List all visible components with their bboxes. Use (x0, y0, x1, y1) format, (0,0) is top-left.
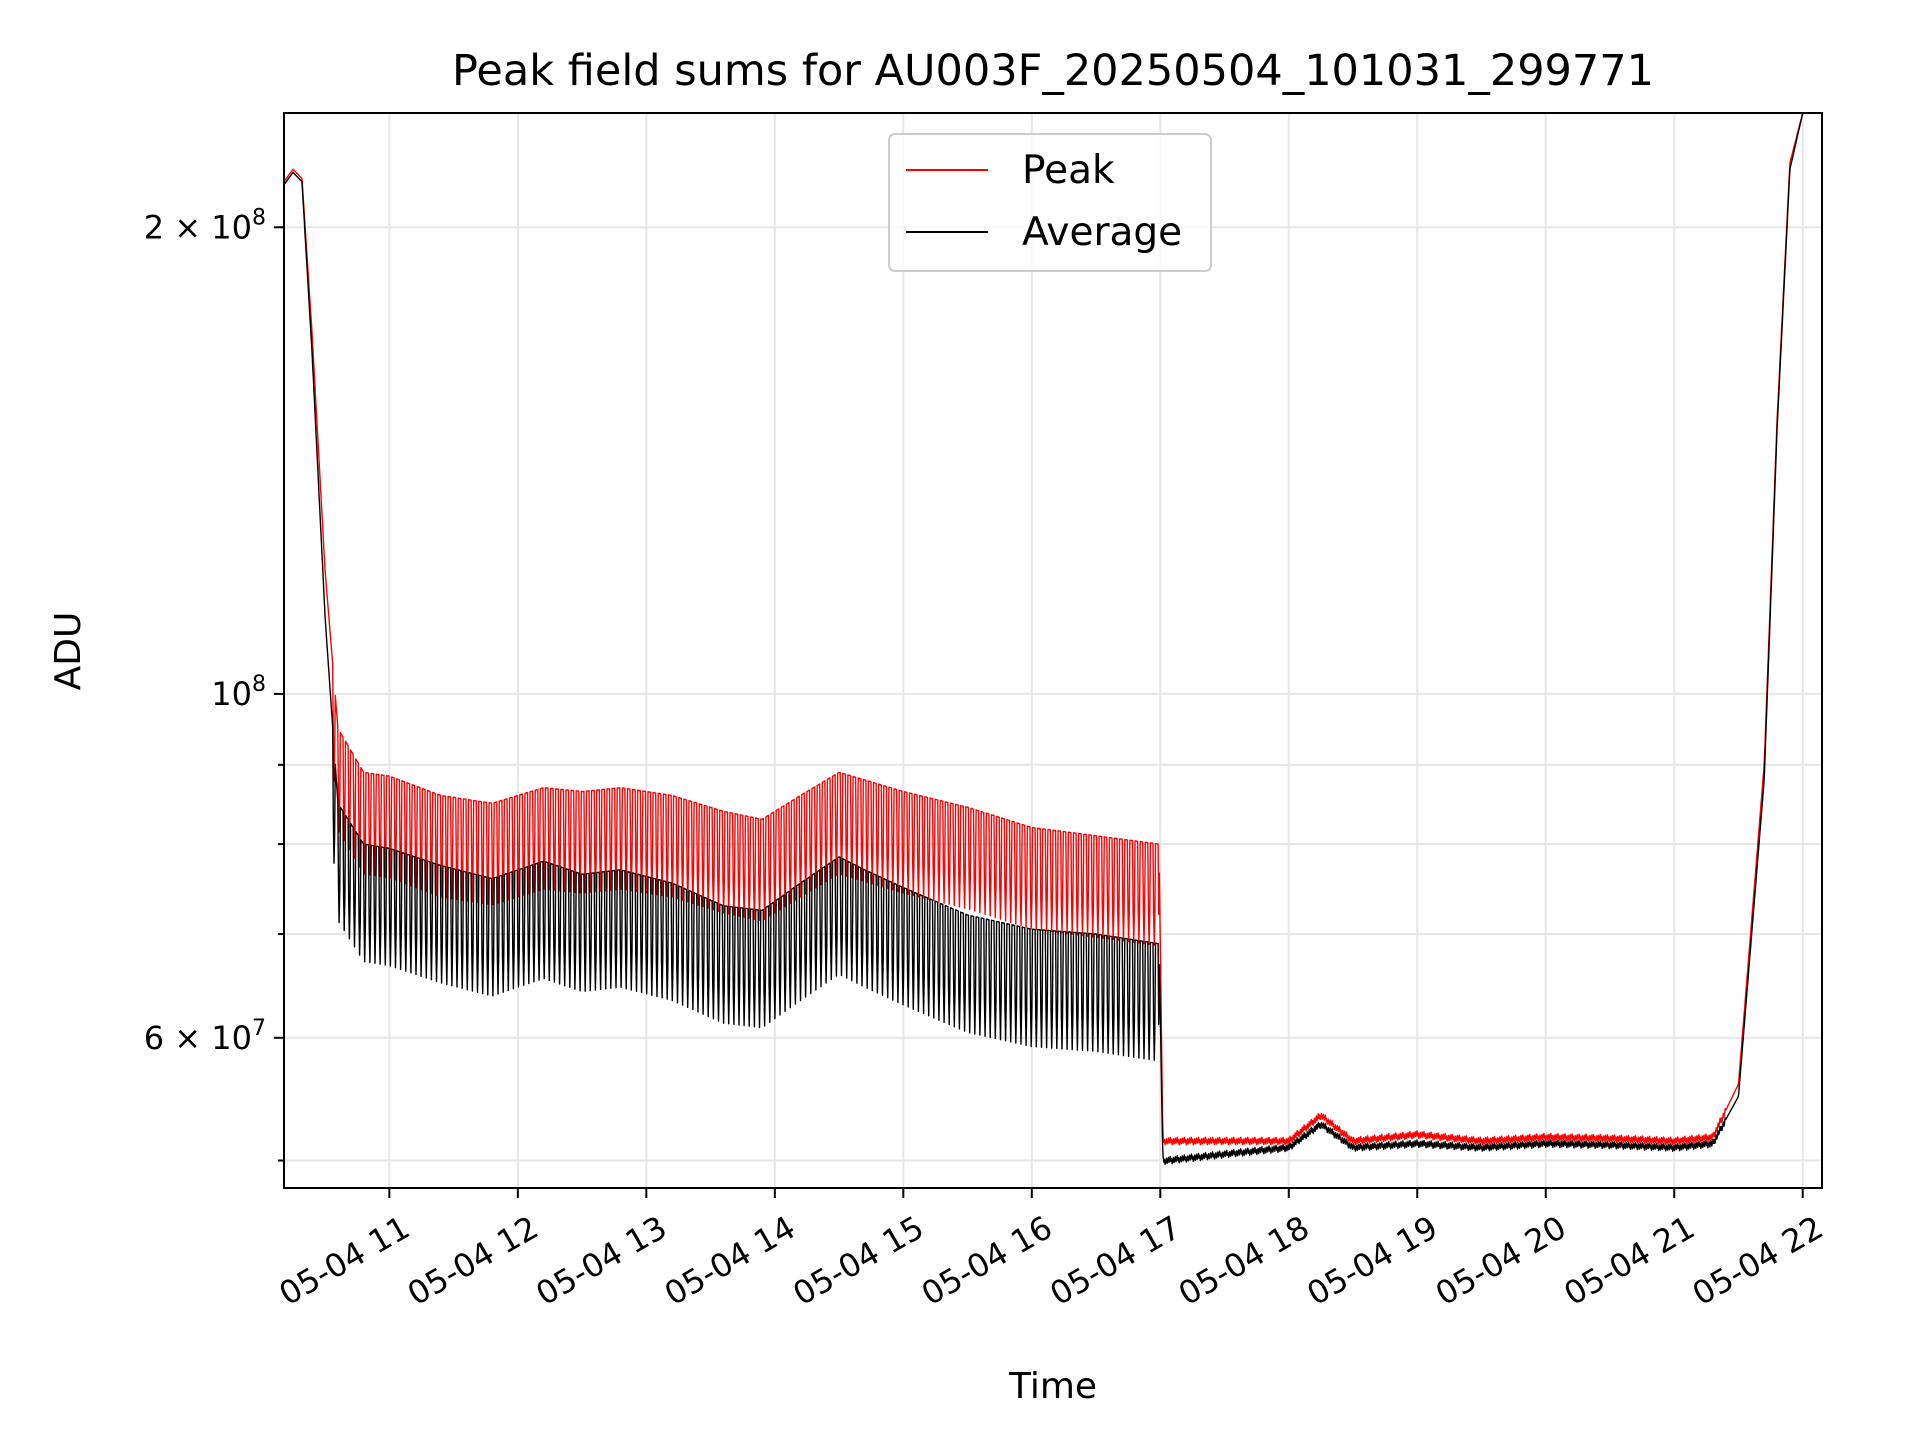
series-layer (283, 112, 1823, 1166)
y-tick-exponent: 7 (252, 1016, 266, 1041)
y-axis-label: ADU (48, 612, 89, 691)
plot-frame (283, 112, 1823, 1189)
average-series-line (283, 112, 1823, 1166)
y-tick-mantissa: 2 × 10 (144, 208, 252, 246)
y-tick-label: 108 (211, 672, 266, 713)
y-tick-label: 6 × 107 (144, 1016, 266, 1057)
y-tick-label: 2 × 108 (144, 205, 266, 246)
peak-series-line (283, 112, 1823, 1146)
legend-peak-label: Peak (1022, 148, 1115, 193)
legend: Peak Average (888, 133, 1212, 272)
y-tick-exponent: 8 (252, 672, 266, 697)
chart-title: Peak field sums for AU003F_20250504_1010… (452, 46, 1654, 96)
y-tick-mantissa: 6 × 10 (144, 1019, 252, 1057)
y-tick-exponent: 8 (252, 205, 266, 230)
x-axis-label: Time (1008, 1366, 1097, 1407)
y-tick-mantissa: 10 (211, 675, 252, 713)
legend-average-label: Average (1022, 210, 1182, 255)
legend-box (888, 133, 1212, 272)
